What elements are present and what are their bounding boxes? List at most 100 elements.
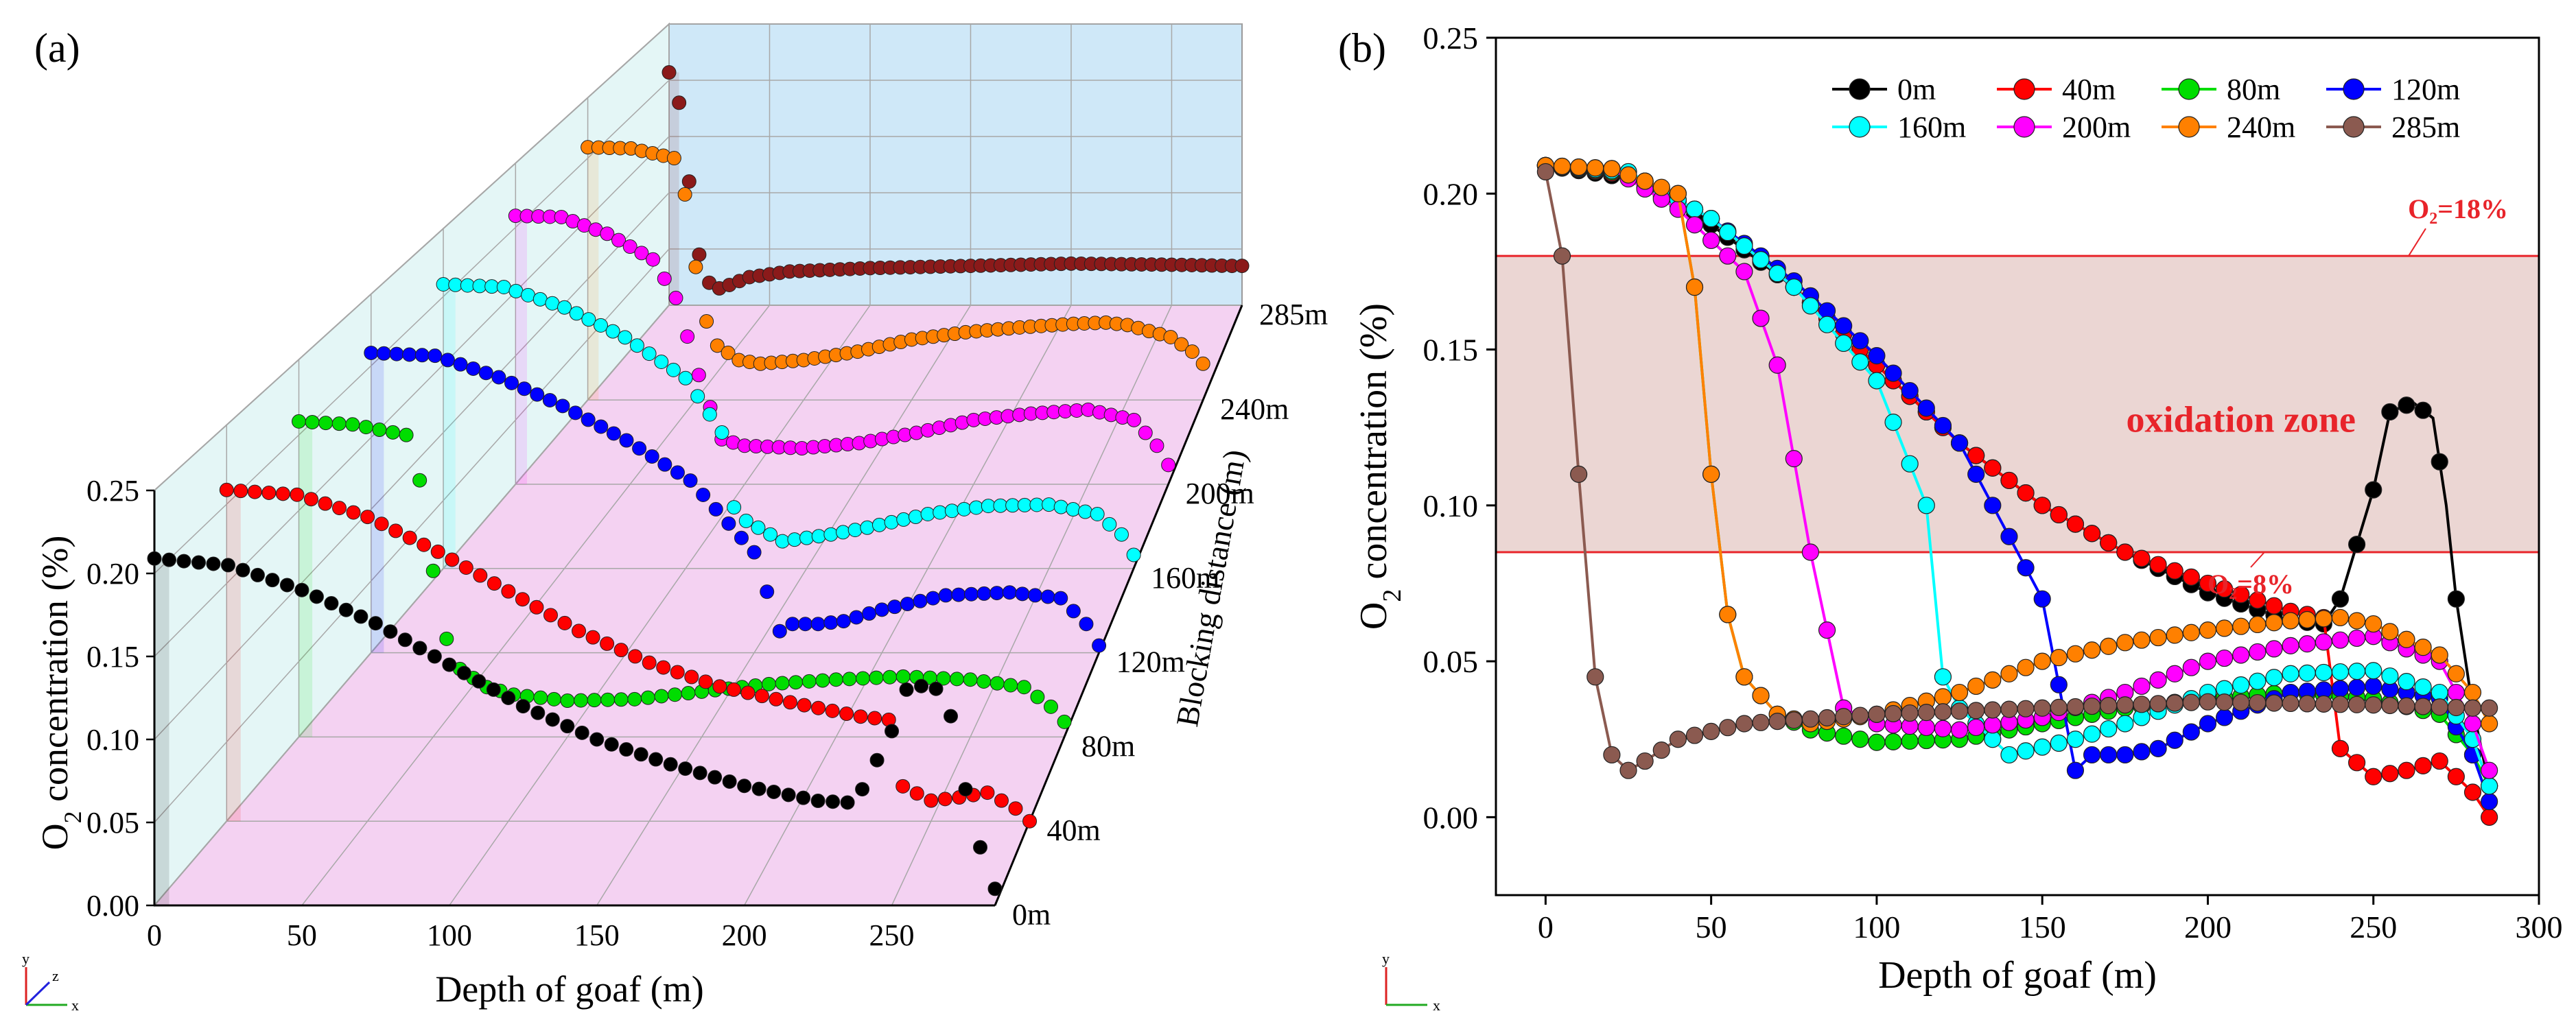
- series-curtain: [515, 215, 527, 484]
- data-point: [1851, 332, 1869, 350]
- data-point: [1984, 716, 2002, 734]
- data-point: [360, 510, 375, 525]
- data-point: [2265, 597, 2283, 615]
- data-point: [606, 426, 621, 441]
- data-point: [2398, 697, 2415, 715]
- axis-triad-b: yx: [1382, 950, 1440, 1014]
- x-tick-label: 150: [574, 918, 620, 952]
- data-point: [973, 840, 988, 855]
- data-point: [836, 525, 851, 540]
- triad-x-label: x: [1433, 997, 1440, 1014]
- data-point: [688, 259, 703, 274]
- y-tick-label: 0.15: [1423, 333, 1479, 368]
- data-point: [885, 724, 900, 739]
- data-point: [318, 496, 333, 511]
- data-point: [781, 787, 796, 803]
- series-curtain: [154, 558, 169, 905]
- data-point: [1719, 719, 1737, 737]
- data-point: [657, 457, 672, 472]
- data-point: [751, 520, 766, 535]
- data-point: [1984, 459, 2002, 477]
- data-point: [1702, 465, 1720, 483]
- data-point: [949, 672, 964, 687]
- data-point: [2083, 725, 2101, 743]
- data-point: [2381, 696, 2399, 715]
- data-point: [2100, 637, 2118, 655]
- data-point: [545, 712, 560, 727]
- data-point: [250, 567, 265, 582]
- data-point: [2265, 669, 2283, 687]
- triad-x-label: x: [71, 997, 79, 1014]
- data-point: [417, 537, 432, 552]
- data-point: [825, 703, 840, 718]
- data-point: [1053, 591, 1068, 606]
- data-point: [486, 682, 501, 697]
- data-point: [2431, 453, 2448, 471]
- data-point: [1801, 710, 1820, 728]
- data-point: [305, 414, 320, 429]
- data-point: [914, 678, 929, 693]
- data-point: [690, 389, 705, 404]
- data-point: [2381, 765, 2399, 783]
- data-point: [869, 670, 884, 685]
- data-point: [642, 346, 657, 361]
- data-point: [654, 689, 669, 704]
- data-point: [648, 752, 664, 767]
- data-point: [585, 630, 600, 645]
- data-point: [823, 527, 839, 542]
- data-point: [247, 484, 262, 499]
- data-point: [714, 425, 729, 440]
- data-point: [427, 649, 442, 664]
- y-tick-label: 0.10: [86, 723, 139, 757]
- data-point: [775, 676, 790, 691]
- data-point: [1702, 210, 1720, 228]
- data-point: [425, 563, 441, 578]
- data-point: [1040, 589, 1055, 604]
- data-point: [2215, 649, 2234, 667]
- data-point: [517, 381, 532, 396]
- data-point: [1619, 166, 1637, 184]
- o2-8-percent-pointer: [2250, 551, 2265, 568]
- data-point: [2215, 580, 2234, 598]
- left-gridline: [154, 305, 670, 906]
- data-point: [708, 501, 723, 516]
- data-point: [634, 246, 649, 261]
- data-point: [472, 278, 487, 294]
- data-point: [2133, 677, 2151, 696]
- data-point: [176, 554, 191, 569]
- data-point: [670, 465, 685, 480]
- y-tick-label: 0.20: [86, 557, 139, 591]
- series-285m: [1536, 163, 2498, 779]
- data-point: [994, 793, 1009, 808]
- data-point: [627, 691, 642, 707]
- data-point: [1553, 157, 1571, 176]
- data-point: [466, 361, 481, 376]
- data-point: [1066, 604, 1081, 619]
- data-point: [1702, 722, 1720, 740]
- data-point: [2199, 693, 2217, 711]
- data-point: [235, 562, 250, 578]
- data-point: [2315, 695, 2332, 713]
- data-point: [1917, 497, 1935, 514]
- x-tick-label: 200: [722, 918, 767, 952]
- data-point: [1234, 259, 1250, 274]
- data-point: [374, 516, 389, 532]
- plot-frame: [1495, 36, 2540, 897]
- x-tick-label: 50: [1696, 910, 1727, 945]
- data-point: [1016, 680, 1031, 695]
- legend-item-120m: 120m: [2326, 73, 2460, 106]
- data-point: [721, 516, 736, 531]
- data-point: [2083, 746, 2101, 764]
- data-point: [1735, 668, 1753, 686]
- data-point: [2116, 634, 2134, 652]
- data-point: [2265, 614, 2283, 632]
- axis-triad-a: y zx: [22, 950, 79, 1014]
- z-axis-line: [994, 305, 1243, 906]
- x-tick-label: 0: [147, 918, 162, 952]
- data-point: [2166, 562, 2183, 580]
- data-point: [473, 568, 488, 583]
- x-tick-label: 0: [1538, 910, 1554, 945]
- data-point: [2348, 629, 2366, 648]
- data-point: [2298, 695, 2316, 713]
- data-point: [1553, 247, 1571, 265]
